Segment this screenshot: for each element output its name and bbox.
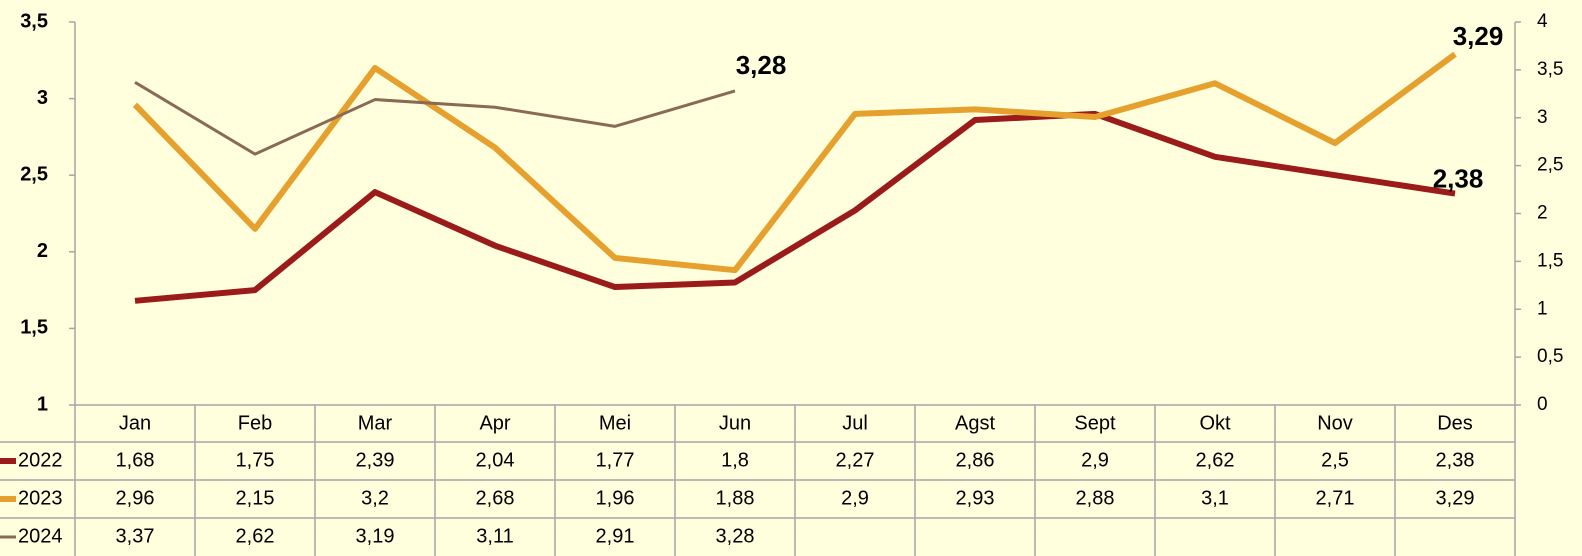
- x-tick-label: Jan: [119, 412, 151, 434]
- legend-label: 2024: [18, 525, 63, 547]
- table-value: 2,9: [1081, 449, 1109, 471]
- table-value: 3,2: [361, 487, 389, 509]
- y-tick-label: 3: [37, 87, 48, 109]
- table-value: 2,62: [1196, 449, 1235, 471]
- table-value: 2,39: [356, 449, 395, 471]
- table-value: 2,88: [1076, 487, 1115, 509]
- y-tick-label: 1,5: [20, 317, 48, 339]
- table-value: 3,28: [716, 525, 755, 547]
- table-value: 2,68: [476, 487, 515, 509]
- table-value: 2,91: [596, 525, 635, 547]
- table-value: 2,9: [841, 487, 869, 509]
- table-value: 2,71: [1316, 487, 1355, 509]
- table-value: 1,77: [596, 449, 635, 471]
- y2-tick-label: 2: [1537, 203, 1548, 224]
- table-value: 2,5: [1321, 449, 1349, 471]
- x-tick-label: Agst: [955, 412, 995, 434]
- line-series: [134, 110, 1456, 304]
- table-value: 3,1: [1201, 487, 1229, 509]
- x-tick-label: Mar: [358, 412, 393, 434]
- table-value: 3,29: [1436, 487, 1475, 509]
- x-tick-label: Des: [1437, 412, 1473, 434]
- x-tick-label: Sept: [1074, 412, 1116, 434]
- table-value: 2,93: [956, 487, 995, 509]
- legend-label: 2022: [18, 449, 63, 471]
- table-value: 2,86: [956, 449, 995, 471]
- table-value: 2,15: [236, 487, 275, 509]
- table-value: 1,75: [236, 449, 275, 471]
- data-label: 2,38: [1433, 163, 1484, 193]
- x-tick-label: Nov: [1317, 412, 1353, 434]
- line-series: [132, 51, 1457, 274]
- y2-tick-label: 0: [1537, 394, 1548, 415]
- y-tick-label: 1: [37, 393, 48, 415]
- table-value: 2,38: [1436, 449, 1475, 471]
- x-tick-label: Mei: [599, 412, 631, 434]
- y-tick-label: 3,5: [20, 10, 48, 32]
- x-tick-label: Jul: [842, 412, 868, 434]
- y2-tick-label: 2,5: [1537, 155, 1563, 176]
- table-value: 3,19: [356, 525, 395, 547]
- data-label: 3,29: [1453, 21, 1504, 51]
- x-tick-label: Feb: [238, 412, 272, 434]
- table-value: 1,88: [716, 487, 755, 509]
- y2-tick-label: 3: [1537, 107, 1548, 128]
- y2-tick-label: 3,5: [1537, 59, 1563, 80]
- y-tick-label: 2: [37, 240, 48, 262]
- x-tick-label: Apr: [479, 412, 510, 434]
- data-label: 3,28: [736, 50, 787, 80]
- y2-tick-label: 1,5: [1537, 250, 1563, 271]
- table-value: 1,8: [721, 449, 749, 471]
- table-value: 2,04: [476, 449, 515, 471]
- table-value: 3,37: [116, 525, 155, 547]
- table-value: 2,62: [236, 525, 275, 547]
- table-value: 2,27: [836, 449, 875, 471]
- y2-tick-label: 1: [1537, 298, 1548, 319]
- table-value: 2,96: [116, 487, 155, 509]
- x-tick-label: Okt: [1199, 412, 1231, 434]
- legend-label: 2023: [18, 487, 63, 509]
- table-value: 1,68: [116, 449, 155, 471]
- y-tick-label: 2,5: [20, 163, 48, 185]
- y2-tick-label: 0,5: [1537, 346, 1563, 367]
- x-tick-label: Jun: [719, 412, 751, 434]
- table-value: 3,11: [476, 525, 513, 547]
- y2-tick-label: 4: [1537, 11, 1548, 32]
- table-value: 1,96: [596, 487, 635, 509]
- line-series: [134, 81, 736, 156]
